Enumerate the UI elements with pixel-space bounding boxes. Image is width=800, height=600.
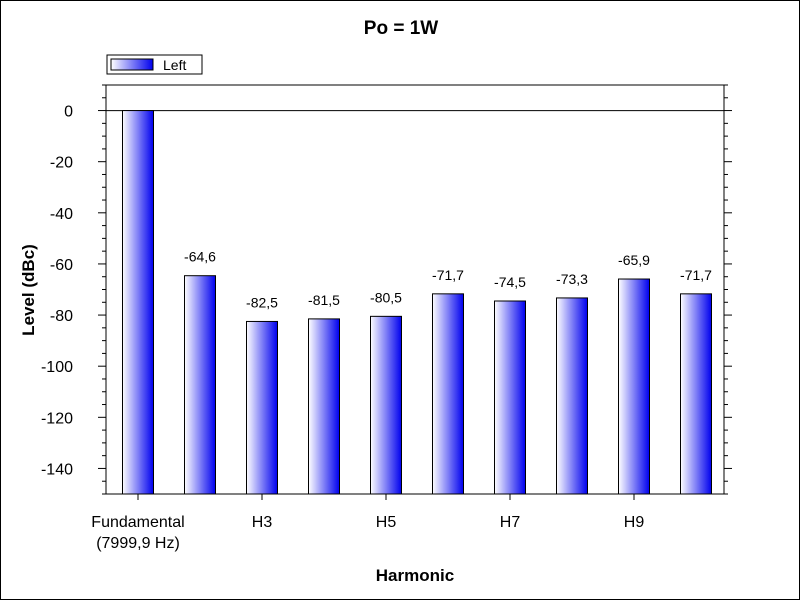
bar [432,293,464,495]
x-tick-label: (7999,9 Hz) [96,535,180,552]
x-tick-label: H5 [376,514,397,531]
bar [184,275,216,495]
bar-value-label: -71,7 [432,267,464,283]
bar-value-label: -80,5 [370,289,402,305]
bar [556,297,588,495]
chart-title: Po = 1W [364,18,438,39]
bar [308,318,340,495]
bar [122,110,154,495]
y-tick-label: -40 [50,206,73,223]
y-axis: 0 -20 -40 -60 -80 -100 -120 -140 [41,84,732,495]
plot-frame [105,84,725,495]
bar [494,300,526,495]
y-tick-label: -60 [50,257,73,274]
y-tick-label: -20 [50,155,73,172]
legend-label: Left [163,57,186,73]
x-tick-label: Fundamental [91,514,184,531]
y-tick-label: -140 [41,461,73,478]
y-tick-label: 0 [64,104,73,121]
bar [680,293,712,495]
bars: -64,6 -82,5 -81,5 -80,5 -71,7 -74,5 -73,3 -65,9… [122,110,712,495]
y-tick-label: -120 [41,410,73,427]
legend: Left [106,54,203,75]
y-tick-label: -80 [50,308,73,325]
bar-value-label: -65,9 [618,252,650,268]
bar [246,320,278,495]
x-axis-title: Harmonic [376,566,454,585]
y-tick-label: -100 [41,359,73,376]
legend-swatch [110,58,154,71]
bar [618,278,650,495]
x-tick-label: H7 [500,514,521,531]
bar [370,315,402,495]
bar-value-label: -81,5 [308,292,340,308]
x-tick-label: H3 [252,514,273,531]
bar-value-label: -71,7 [680,267,712,283]
bar-value-label: -73,3 [556,271,588,287]
x-tick-label: H9 [624,514,645,531]
x-axis: Fundamental (7999,9 Hz) H3 H5 H7 H9 [91,494,644,552]
bar-value-label: -74,5 [494,274,526,290]
bar-value-label: -64,6 [184,249,216,265]
bar-value-label: -82,5 [246,294,278,310]
y-axis-title: Level (dBc) [19,244,38,336]
